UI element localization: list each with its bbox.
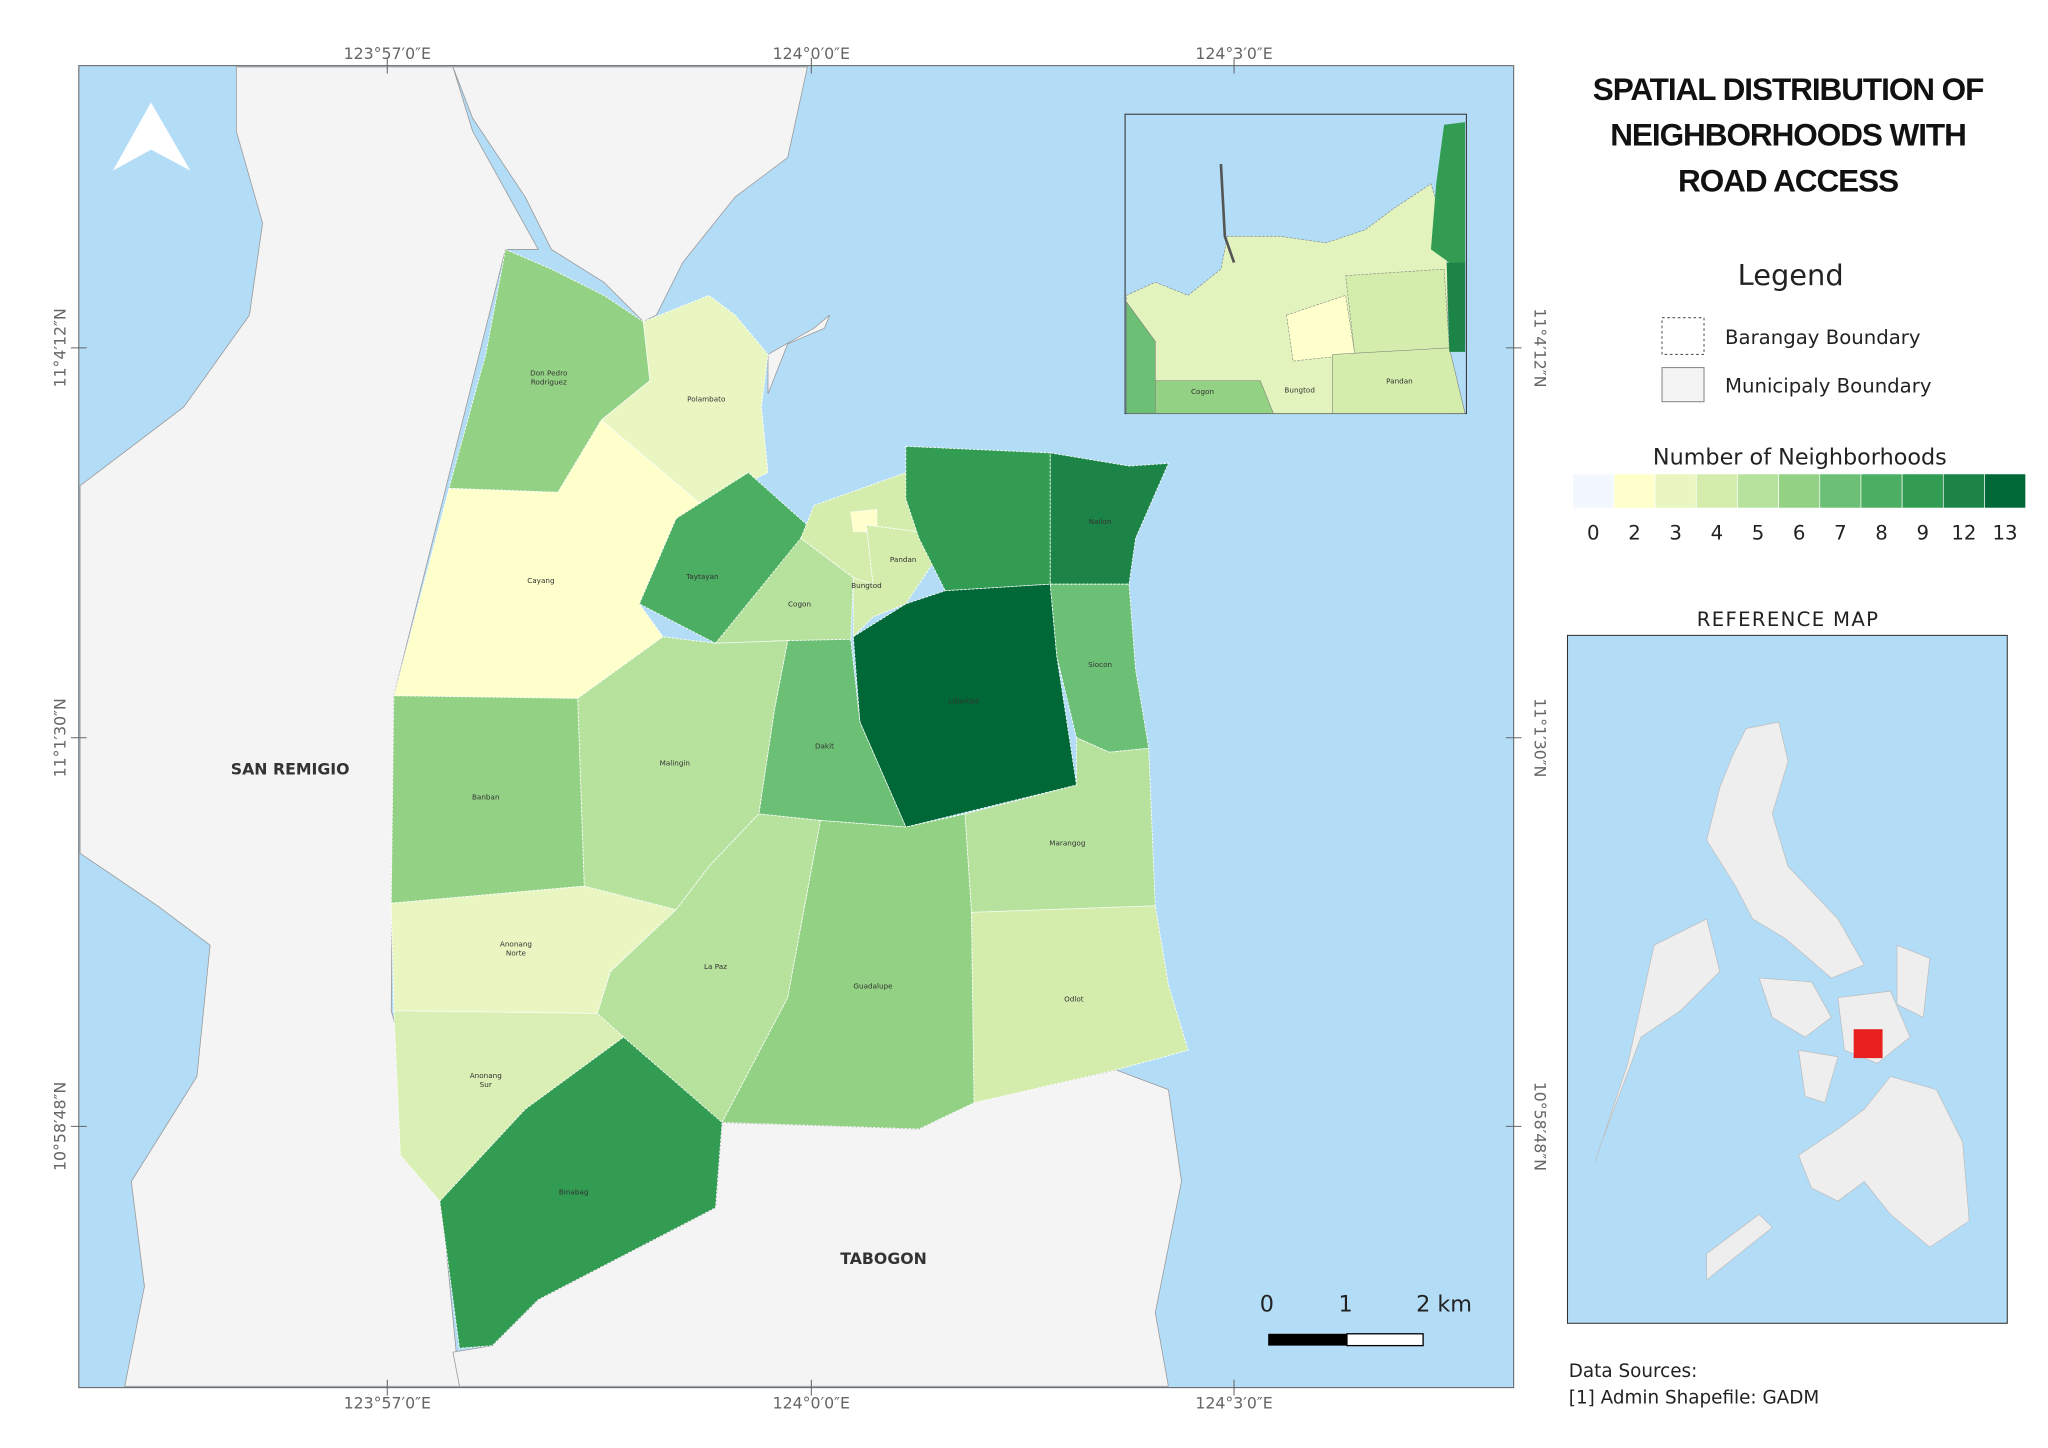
graticule-ticks [70,57,1522,1396]
latitude-label: 11°4′12″N [51,308,70,387]
scale-label: 0 [1587,522,1600,545]
color-swatch [1572,473,1615,509]
reference-title: REFERENCE MAP [1697,608,1880,631]
color-swatch [1613,473,1656,509]
inset-map: Cogon Bungtod Pandan [1124,113,1467,415]
scale-label: 2 [1628,522,1641,545]
color-scale: 0 2 3 4 5 6 7 8 9 12 13 [1572,473,2026,545]
barangay-label: Cayang [527,576,554,585]
scale-title: Number of Neighborhoods [1653,445,1947,471]
data-source: [1] Admin Shapefile: GADM [1569,1387,1819,1408]
barangay-label: Odlot [1064,995,1084,1004]
color-swatch [1778,473,1821,509]
municipality-label: SAN REMIGIO [231,760,350,779]
color-swatch [1942,473,1985,509]
barangay-label: Siocon [1088,660,1112,669]
scale-label: 2 km [1416,1291,1472,1317]
municipality-label: TABOGON [840,1249,927,1268]
barangay-label: Nailon [1089,517,1112,526]
barangay-label: Anonang [500,940,532,949]
barangay-label: Rodriguez [531,378,567,387]
scale-label: 1 [1339,1291,1353,1317]
longitude-label: 124°3′0″E [1195,44,1272,63]
barangay-label: Anonang [470,1071,502,1080]
inset-label: Pandan [1386,376,1413,385]
data-source: Data Sources: [1569,1361,1697,1382]
color-swatch [1984,473,2026,509]
barangay-label: Don Pedro [530,368,568,377]
inset-label: Cogon [1191,387,1214,396]
location-marker [1853,1029,1883,1059]
legend-item: Barangay Boundary [1725,326,1921,349]
barangay-label: Taytayan [685,572,718,581]
color-swatch [1819,473,1862,509]
scale-label: 7 [1834,522,1847,545]
barangay-label: Libertad [949,697,979,706]
legend-item: Municipaly Boundary [1725,375,1932,398]
reference-map [1566,634,2008,1324]
scale-label: 8 [1875,522,1888,545]
latitude-label: 11°4′12″N [1531,308,1550,387]
latitude-label: 11°1′30″N [1531,698,1550,777]
scale-label: 4 [1711,522,1724,545]
color-swatch [1901,473,1944,509]
barangay-label: Guadalupe [853,982,893,991]
barangay-label: Norte [506,949,527,958]
inset-label: Bungtod [1284,386,1315,395]
barangay-label: Bungtod [851,581,882,590]
barangay-label: Banban [472,792,500,801]
longitude-label: 124°0′0″E [773,44,850,63]
color-swatch [1737,473,1779,509]
title-line: SPATIAL DISTRIBUTION OF [1593,71,1984,107]
longitude-label: 124°0′0″E [773,1394,850,1413]
north-arrow [112,102,191,171]
barangay-label: La Paz [704,962,727,971]
barangay-label: Cogon [788,600,811,609]
coordinate-labels: 123°57′0″E123°57′0″E124°0′0″E124°0′0″E12… [51,44,1550,1413]
barangay-label: Marangog [1049,838,1085,847]
scale-label: 6 [1793,522,1806,545]
scale-bar: 0 1 2 km [1260,1291,1472,1347]
longitude-label: 123°57′0″E [344,1394,431,1413]
color-swatch [1860,473,1903,509]
scale-label: 9 [1916,522,1929,545]
color-swatch [1695,473,1738,509]
barangay-label: Binabag [559,1188,589,1197]
scale-label: 3 [1669,522,1682,545]
longitude-label: 124°3′0″E [1195,1394,1272,1413]
color-swatch [1654,473,1697,509]
legend-symbol [1661,367,1705,403]
barangay-label: Dakit [815,741,834,750]
latitude-label: 11°1′30″N [51,698,70,777]
latitude-label: 10°58′48″N [51,1082,70,1171]
title-line: NEIGHBORHOODS WITH [1610,117,1966,153]
title: SPATIAL DISTRIBUTION OF NEIGHBORHOODS WI… [1593,71,1985,199]
legend-title: Legend [1738,258,1844,292]
scale-label: 0 [1260,1291,1274,1317]
latitude-label: 10°58′48″N [1531,1082,1550,1171]
title-line: ROAD ACCESS [1678,163,1898,199]
scale-label: 13 [1993,522,2018,545]
scale-label: 5 [1752,522,1765,545]
scale-label: 12 [1951,522,1976,545]
barangay-label: Malingin [660,758,690,767]
longitude-label: 123°57′0″E [344,44,431,63]
barangay-label: Sur [480,1080,492,1089]
barangay-label: Polambato [687,395,726,404]
legend-symbol [1661,317,1705,355]
barangay-label: Pandan [890,555,917,564]
